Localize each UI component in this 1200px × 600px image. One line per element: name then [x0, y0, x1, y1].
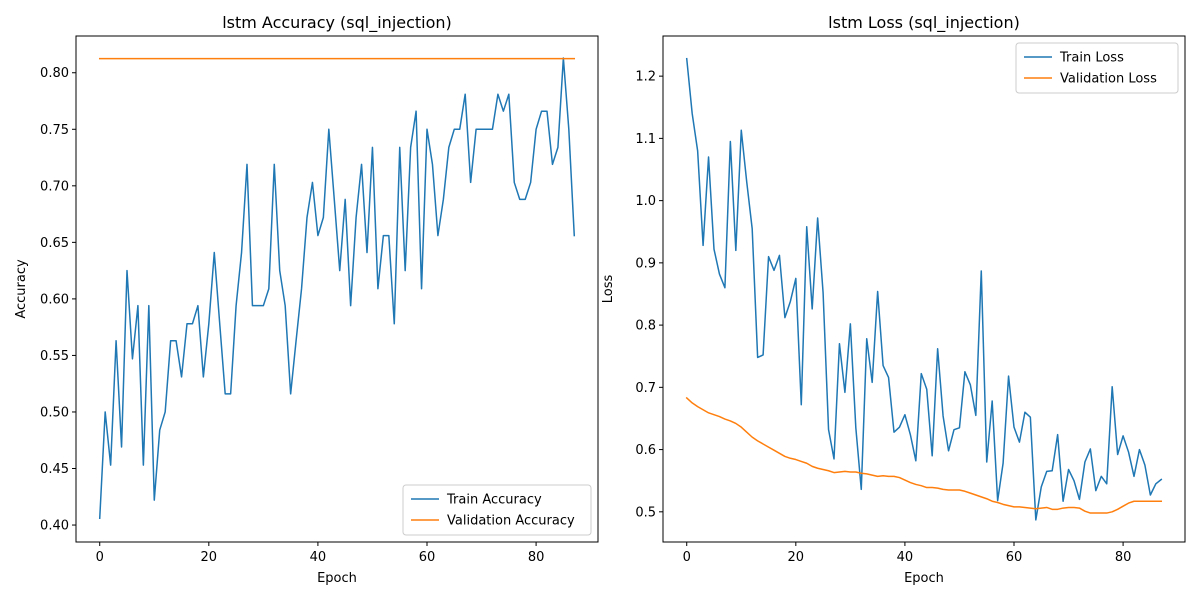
series-line-validation-loss	[685, 396, 1163, 514]
y-tick-label: 0.7	[635, 381, 656, 396]
y-axis-label: Accuracy	[14, 259, 29, 319]
x-tick-label: 80	[528, 550, 545, 565]
x-tick-label: 60	[419, 550, 436, 565]
axes-frame	[662, 35, 1186, 543]
chart-title: lstm Accuracy (sql_injection)	[222, 13, 452, 33]
legend: Train Loss Validation Loss	[1015, 42, 1179, 94]
x-tick-label: 40	[310, 550, 327, 565]
y-tick-label: 0.75	[40, 123, 69, 138]
series-line-train-loss	[685, 57, 1163, 521]
y-tick-label: 1.0	[635, 194, 656, 209]
y-tick-label: 0.5	[635, 505, 656, 520]
legend-label: Train Accuracy	[446, 493, 542, 508]
chart-panel-2: lstm Loss (sql_injection) 0 20 40 60 80 0.5 0.6…	[601, 13, 1186, 586]
axes-frame	[75, 35, 599, 543]
y-tick-label: 1.1	[635, 132, 656, 147]
x-axis-label: Epoch	[317, 571, 357, 586]
legend-label: Validation Loss	[1060, 72, 1157, 87]
y-tick-label: 0.70	[40, 179, 69, 194]
y-tick-label: 0.55	[40, 349, 69, 364]
y-tick-label: 0.45	[40, 462, 69, 477]
x-tick-label: 60	[1006, 550, 1023, 565]
legend-label: Validation Accuracy	[447, 514, 575, 529]
y-tick-label: 0.6	[635, 443, 656, 458]
legend-label: Train Loss	[1059, 51, 1124, 66]
series-line-train-accuracy	[98, 57, 576, 520]
y-axis-label: Loss	[601, 275, 616, 304]
y-tick-label: 0.50	[40, 405, 69, 420]
x-tick-label: 20	[788, 550, 805, 565]
y-tick-label: 0.65	[40, 236, 69, 251]
y-tick-label: 0.9	[635, 256, 656, 271]
legend: Train Accuracy Validation Accuracy	[402, 484, 592, 536]
chart-panel-1: lstm Accuracy (sql_injection) 0 20 40 60 80 0.…	[14, 13, 599, 586]
x-axis-label: Epoch	[904, 571, 944, 586]
x-tick-label: 40	[897, 550, 914, 565]
y-tick-label: 0.80	[40, 66, 69, 81]
y-tick-label: 0.8	[635, 319, 656, 334]
legend-box	[1015, 42, 1179, 94]
chart-title: lstm Loss (sql_injection)	[828, 13, 1020, 33]
x-tick-label: 0	[683, 550, 691, 565]
x-tick-label: 80	[1115, 550, 1132, 565]
x-tick-label: 20	[201, 550, 218, 565]
legend-box	[402, 484, 592, 536]
plot-area	[685, 57, 1163, 521]
y-tick-label: 0.60	[40, 292, 69, 307]
plot-area	[98, 57, 576, 520]
y-tick-label: 1.2	[635, 70, 656, 85]
x-tick-label: 0	[96, 550, 104, 565]
y-tick-label: 0.40	[40, 519, 69, 534]
